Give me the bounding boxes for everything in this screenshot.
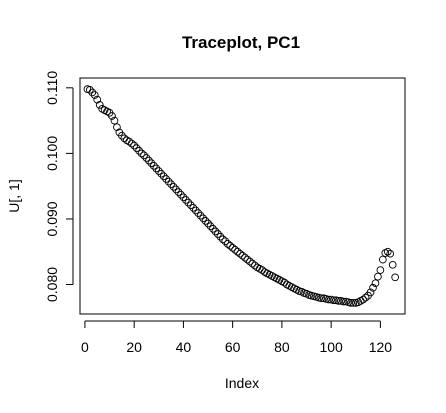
- data-point: [157, 169, 166, 178]
- data-points: [83, 85, 400, 307]
- data-point: [169, 182, 178, 191]
- data-point: [317, 294, 326, 303]
- data-point: [196, 211, 205, 220]
- data-point: [391, 273, 400, 282]
- x-tick-label: 0: [81, 339, 89, 355]
- data-point: [140, 151, 148, 160]
- x-tick-label: 40: [176, 339, 192, 355]
- data-point: [223, 240, 232, 248]
- data-point: [127, 139, 136, 148]
- y-axis: 0.080 0.090 0.100 0.110: [44, 71, 74, 302]
- data-point: [191, 206, 200, 215]
- data-point: [248, 259, 257, 268]
- data-point: [241, 253, 249, 262]
- y-tick-label: 0.110: [44, 71, 60, 105]
- data-point: [177, 190, 185, 199]
- x-tick-label: 60: [225, 339, 241, 355]
- data-point: [90, 91, 99, 99]
- data-point: [135, 146, 143, 155]
- data-point: [383, 247, 392, 256]
- data-point: [214, 230, 222, 238]
- data-point: [88, 88, 97, 97]
- data-point: [206, 222, 215, 231]
- data-point: [359, 295, 367, 304]
- data-point: [174, 188, 183, 196]
- data-point: [152, 164, 161, 173]
- data-point: [233, 247, 242, 256]
- x-tick-label: 100: [319, 339, 343, 355]
- data-point: [324, 295, 333, 304]
- data-point: [211, 227, 220, 236]
- data-point: [159, 172, 168, 181]
- data-point: [147, 159, 156, 168]
- y-tick-label: 0.100: [44, 136, 60, 171]
- data-point: [349, 299, 358, 307]
- data-point: [346, 299, 355, 307]
- data-point: [179, 193, 188, 202]
- data-point: [189, 203, 198, 212]
- data-point: [118, 131, 126, 140]
- data-point: [378, 255, 387, 264]
- y-axis-label: U[, 1]: [6, 179, 22, 212]
- data-point: [182, 196, 190, 204]
- data-point: [228, 243, 237, 252]
- data-point: [386, 249, 395, 258]
- data-point: [186, 201, 195, 210]
- data-point: [361, 293, 370, 302]
- data-point: [184, 198, 193, 207]
- data-point: [209, 224, 217, 233]
- data-point: [243, 255, 252, 264]
- data-point: [150, 161, 158, 170]
- y-tick-label: 0.090: [44, 201, 60, 236]
- data-point: [85, 85, 94, 94]
- chart-title: Traceplot, PC1: [182, 33, 300, 52]
- data-point: [194, 209, 203, 217]
- data-point: [95, 101, 104, 109]
- data-point: [226, 241, 235, 250]
- data-point: [172, 185, 180, 194]
- data-point: [231, 245, 239, 254]
- y-tick-label: 0.080: [44, 267, 60, 302]
- data-point: [369, 283, 377, 292]
- plot-frame: [79, 77, 406, 315]
- data-point: [246, 257, 254, 266]
- x-axis: 0 20 40 60 80 100 120: [81, 320, 393, 355]
- data-point: [113, 123, 121, 132]
- data-point: [142, 154, 151, 162]
- data-point: [236, 249, 244, 258]
- data-point: [145, 156, 153, 165]
- data-point: [334, 297, 343, 305]
- x-tick-label: 80: [274, 339, 290, 355]
- data-point: [162, 175, 171, 183]
- data-point: [339, 297, 348, 306]
- x-tick-label: 20: [126, 339, 142, 355]
- data-point: [371, 279, 380, 288]
- data-point: [154, 167, 163, 175]
- data-point: [132, 144, 141, 152]
- data-point: [216, 232, 225, 241]
- data-point: [221, 237, 230, 246]
- data-point: [164, 177, 173, 186]
- data-point: [125, 137, 134, 146]
- x-tick-label: 120: [369, 339, 393, 355]
- data-point: [218, 235, 227, 244]
- data-point: [388, 260, 397, 269]
- data-point: [137, 149, 146, 158]
- data-point: [93, 95, 102, 104]
- data-point: [374, 272, 382, 281]
- data-point: [366, 288, 375, 297]
- data-point: [167, 180, 175, 189]
- data-point: [238, 251, 247, 260]
- data-point: [110, 116, 119, 125]
- data-point: [108, 112, 116, 120]
- data-point: [329, 296, 338, 305]
- x-axis-label: Index: [225, 375, 259, 391]
- data-point: [199, 214, 207, 223]
- data-point: [376, 266, 385, 274]
- data-point: [130, 141, 139, 150]
- data-point: [204, 219, 212, 228]
- data-point: [201, 217, 210, 225]
